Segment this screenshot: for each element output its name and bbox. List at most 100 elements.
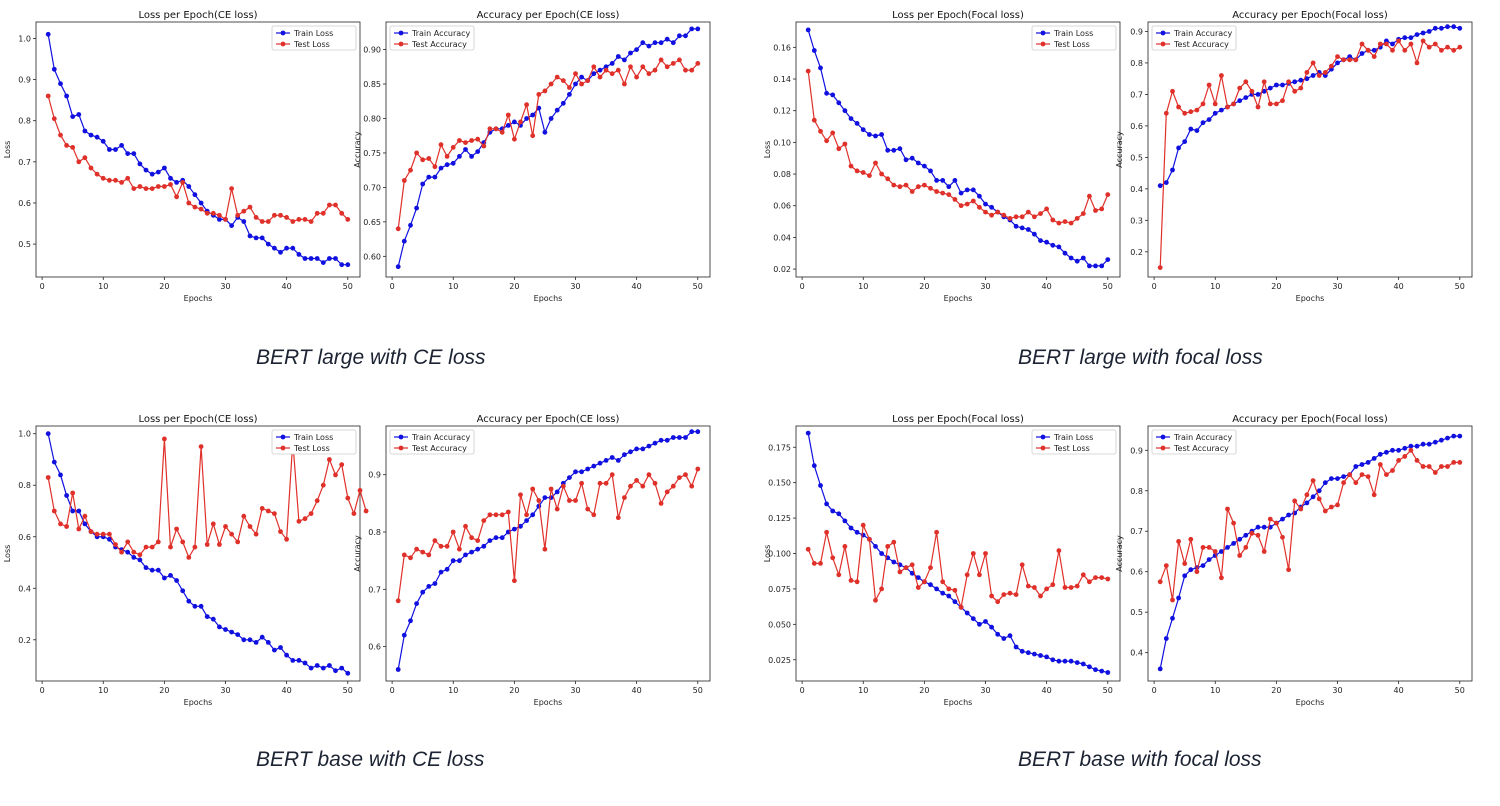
plot-frame <box>795 425 1121 682</box>
data-point <box>958 604 964 610</box>
data-point <box>1200 563 1206 568</box>
data-point <box>536 92 542 97</box>
data-point <box>1074 583 1080 589</box>
data-point <box>1439 25 1444 31</box>
data-point <box>481 543 487 549</box>
x-tick-label: 10 <box>858 282 868 291</box>
data-point <box>1068 220 1074 226</box>
data-point <box>481 518 487 523</box>
data-point <box>1237 536 1243 542</box>
data-point <box>567 85 572 90</box>
series-train-accuracy <box>395 26 701 270</box>
data-point <box>1200 545 1206 550</box>
data-point <box>320 482 326 488</box>
series-line-test-accuracy <box>397 468 699 601</box>
caption-bert-large-focal: BERT large with focal loss <box>1018 346 1263 369</box>
data-point <box>964 572 970 578</box>
data-point <box>567 475 572 480</box>
data-point <box>860 170 866 175</box>
data-point <box>1304 500 1310 506</box>
data-point <box>469 549 474 555</box>
data-point <box>1359 462 1365 467</box>
data-point <box>1200 120 1206 126</box>
data-point <box>290 658 296 663</box>
chart-svg: Loss per Epoch(CE loss) 0 10 20 30 40 50 0.2 0.4… <box>3 414 369 707</box>
data-point <box>1050 582 1056 588</box>
data-point <box>1001 636 1007 641</box>
data-point <box>1062 219 1068 225</box>
data-point <box>1402 47 1408 53</box>
data-point <box>1206 557 1212 562</box>
data-point <box>1182 561 1188 566</box>
data-point <box>278 645 283 650</box>
data-point <box>915 184 921 190</box>
data-point <box>143 565 149 571</box>
data-point <box>1329 63 1334 69</box>
data-point <box>928 185 933 191</box>
legend-box <box>389 25 475 51</box>
data-point <box>597 480 603 486</box>
data-point <box>131 186 137 192</box>
data-point <box>210 521 216 527</box>
data-point <box>952 587 958 593</box>
legend-label: Train Accuracy <box>411 29 471 38</box>
data-point <box>1206 82 1212 88</box>
data-point <box>664 437 670 443</box>
caption-bert-large-ce: BERT large with CE loss <box>256 346 486 369</box>
data-point <box>235 539 241 545</box>
data-point <box>683 472 688 478</box>
data-point <box>180 539 186 545</box>
data-point <box>689 429 695 435</box>
data-point <box>113 177 118 183</box>
data-point <box>229 629 235 635</box>
x-tick-label: 40 <box>1042 686 1052 695</box>
y-tick-label: 0.9 <box>368 471 381 480</box>
data-point <box>1310 60 1316 66</box>
legend-label: Test Accuracy <box>1173 444 1229 453</box>
data-point <box>585 506 591 512</box>
data-point <box>934 529 939 535</box>
data-point <box>867 132 872 137</box>
data-point <box>155 184 161 189</box>
data-point <box>1371 456 1377 461</box>
data-point <box>88 529 94 534</box>
y-tick-label: 0.075 <box>768 585 791 594</box>
data-point <box>1194 128 1200 133</box>
data-point <box>805 430 811 436</box>
data-point <box>1426 441 1432 447</box>
data-point <box>58 472 63 478</box>
data-point <box>1335 476 1340 481</box>
data-point <box>1074 660 1080 665</box>
data-point <box>1243 79 1249 85</box>
x-axis-label: Epochs <box>534 294 563 303</box>
data-point <box>1032 651 1037 657</box>
data-point <box>989 624 994 630</box>
data-point <box>1432 25 1438 31</box>
data-point <box>308 511 314 516</box>
y-tick-label: 0.06 <box>773 202 791 211</box>
data-point <box>512 136 517 142</box>
data-point <box>1439 47 1444 53</box>
data-point <box>272 511 277 516</box>
data-point <box>408 618 413 624</box>
data-point <box>1420 441 1426 447</box>
legend-label: Test Loss <box>293 40 330 49</box>
data-point <box>457 546 462 552</box>
data-point <box>426 174 432 180</box>
x-tick-label: 40 <box>1042 282 1052 291</box>
data-point <box>652 480 658 486</box>
data-point <box>1451 460 1457 465</box>
data-point <box>695 61 701 66</box>
data-point <box>51 508 57 514</box>
data-point <box>628 483 633 489</box>
data-point <box>70 114 76 119</box>
data-point <box>64 524 69 529</box>
legend-box <box>1151 25 1237 51</box>
data-point <box>1019 225 1025 231</box>
data-point <box>848 116 854 121</box>
x-tick-label: 30 <box>980 686 990 695</box>
data-point <box>677 475 682 480</box>
data-point <box>964 201 970 207</box>
data-point <box>64 93 69 99</box>
data-point <box>854 529 860 535</box>
